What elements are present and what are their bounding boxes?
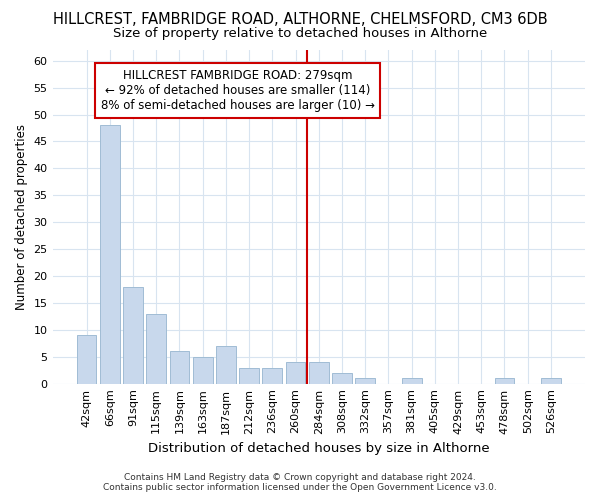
- Bar: [77, 335, 97, 384]
- Bar: [494, 378, 514, 384]
- Bar: [123, 287, 143, 384]
- Bar: [286, 362, 305, 384]
- Bar: [541, 378, 561, 384]
- Bar: [170, 352, 190, 384]
- Y-axis label: Number of detached properties: Number of detached properties: [15, 124, 28, 310]
- Bar: [216, 346, 236, 384]
- Bar: [309, 362, 329, 384]
- Bar: [262, 368, 282, 384]
- Bar: [146, 314, 166, 384]
- Bar: [332, 373, 352, 384]
- Bar: [239, 368, 259, 384]
- X-axis label: Distribution of detached houses by size in Althorne: Distribution of detached houses by size …: [148, 442, 490, 455]
- Text: Size of property relative to detached houses in Althorne: Size of property relative to detached ho…: [113, 28, 487, 40]
- Bar: [355, 378, 375, 384]
- Bar: [193, 357, 212, 384]
- Text: HILLCREST, FAMBRIDGE ROAD, ALTHORNE, CHELMSFORD, CM3 6DB: HILLCREST, FAMBRIDGE ROAD, ALTHORNE, CHE…: [53, 12, 547, 28]
- Bar: [402, 378, 422, 384]
- Bar: [100, 126, 119, 384]
- Text: HILLCREST FAMBRIDGE ROAD: 279sqm
← 92% of detached houses are smaller (114)
8% o: HILLCREST FAMBRIDGE ROAD: 279sqm ← 92% o…: [101, 69, 374, 112]
- Text: Contains HM Land Registry data © Crown copyright and database right 2024.
Contai: Contains HM Land Registry data © Crown c…: [103, 473, 497, 492]
